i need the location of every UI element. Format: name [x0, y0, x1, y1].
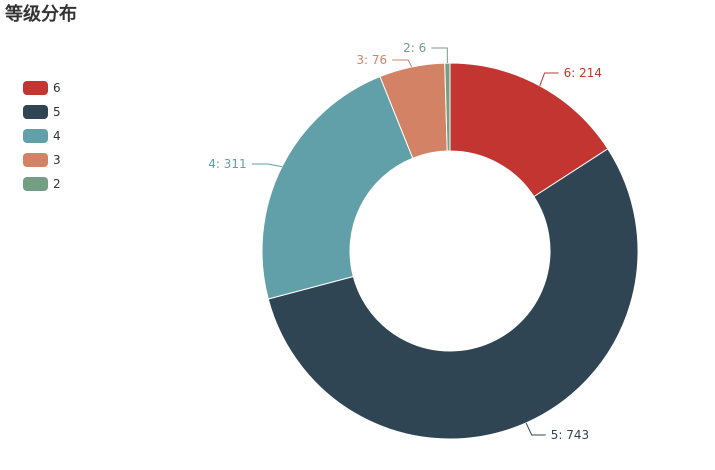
leader-line-5: [525, 422, 546, 436]
legend: 6 5 4 3 2: [23, 81, 61, 201]
slice-5[interactable]: [267, 148, 639, 440]
legend-label-4: 4: [53, 129, 61, 143]
legend-swatch-6: [23, 81, 48, 95]
legend-label-5: 5: [53, 105, 61, 119]
slice-label-2: 2: 6: [403, 41, 426, 55]
legend-item-2[interactable]: 2: [23, 177, 61, 191]
legend-swatch-4: [23, 129, 48, 143]
slice-6[interactable]: [449, 62, 609, 198]
slice-label-3: 3: 76: [356, 53, 387, 67]
legend-swatch-5: [23, 105, 48, 119]
legend-swatch-3: [23, 153, 48, 167]
legend-item-3[interactable]: 3: [23, 153, 61, 167]
leader-line-6: [539, 72, 559, 87]
chart-title: 等级分布: [5, 4, 77, 25]
legend-item-5[interactable]: 5: [23, 105, 61, 119]
slice-label-5: 5: 743: [551, 428, 589, 442]
legend-label-3: 3: [53, 153, 61, 167]
slice-label-4: 4: 311: [208, 157, 246, 171]
slice-label-6: 6: 214: [564, 66, 602, 80]
legend-item-4[interactable]: 4: [23, 129, 61, 143]
leader-line-2: [431, 47, 448, 64]
legend-swatch-2: [23, 177, 48, 191]
slice-4[interactable]: [261, 75, 414, 300]
legend-item-6[interactable]: 6: [23, 81, 61, 95]
legend-label-6: 6: [53, 81, 61, 95]
leader-line-4: [251, 163, 283, 168]
slice-2[interactable]: [444, 62, 451, 152]
legend-label-2: 2: [53, 177, 61, 191]
leader-line-3: [392, 59, 413, 68]
